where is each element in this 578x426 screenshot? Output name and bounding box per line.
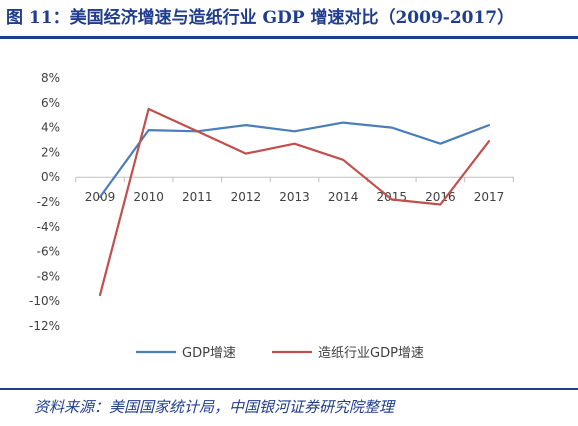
x-tick-label: 2014 [328,190,359,204]
legend-label-paper-industry-gdp: 造纸行业GDP增速 [318,346,424,361]
footer-divider [0,388,578,390]
x-tick-label: 2017 [474,190,505,204]
y-tick-label: -8% [37,269,60,283]
line-chart: 8%6%4%2%0%-2%-4%-6%-8%-10%-12% 2009 2010 2… [29,71,514,361]
title-divider [0,36,578,39]
y-tick-label: 4% [41,121,60,135]
y-tick-label: 2% [41,145,60,159]
x-tick-label: 2012 [231,190,262,204]
x-tick-label: 2013 [279,190,310,204]
gdp-growth-line [98,121,491,199]
y-tick-label: -4% [37,220,60,234]
x-tick-label: 2015 [376,190,407,204]
chart-title: 图 11：美国经济增速与造纸行业 GDP 增速对比（2009-2017） [6,8,515,28]
source-note: 资料来源：美国国家统计局，中国银河证券研究院整理 [34,398,395,416]
x-tick-label: 2010 [133,190,164,204]
y-tick-label: -6% [37,245,60,259]
paper-industry-gdp-line [98,107,491,297]
x-tick-label: 2011 [182,190,213,204]
y-tick-label: 0% [41,170,60,184]
y-tick-label: -10% [29,294,60,308]
y-tick-label: -12% [29,319,60,333]
y-tick-label: 6% [41,96,60,110]
y-tick-label: -2% [37,195,60,209]
y-tick-label: 8% [41,71,60,85]
legend-label-gdp-growth: GDP增速 [182,346,236,361]
